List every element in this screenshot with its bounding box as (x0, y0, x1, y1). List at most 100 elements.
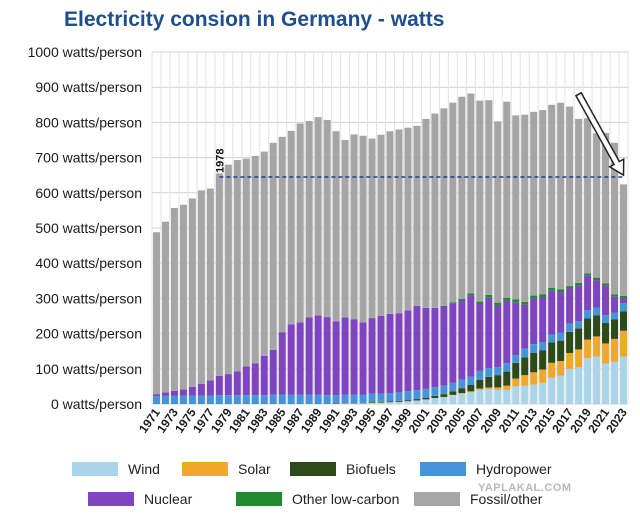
bar-segment-biofuels-2011 (512, 362, 520, 379)
bar-segment-hydropower-1979 (224, 395, 232, 404)
y-tick-label: 1000 watts/person (28, 44, 142, 60)
bar-segment-other-low-carbon-2011 (512, 299, 520, 303)
bar-segment-hydropower-1975 (188, 395, 196, 404)
bar-segment-fossil-other-2011 (512, 115, 520, 300)
bar-segment-nuclear-1980 (233, 371, 241, 396)
bar-segment-wind-2012 (521, 385, 529, 404)
bar-segment-fossil-other-2003 (440, 108, 448, 306)
y-tick-label: 400 watts/person (35, 255, 142, 271)
bar-segment-fossil-other-1986 (287, 130, 295, 325)
bar-segment-other-low-carbon-2005 (458, 298, 466, 301)
bar-segment-biofuels-2010 (503, 371, 511, 386)
bar-segment-hydropower-1981 (242, 395, 250, 404)
legend-swatch-nuclear (88, 492, 134, 506)
bar-segment-nuclear-1983 (260, 355, 268, 396)
bar-segment-biofuels-2002 (431, 395, 439, 399)
bar-segment-other-low-carbon-2014 (539, 294, 547, 297)
bar-segment-fossil-other-1982 (251, 155, 259, 364)
y-tick-label: 700 watts/person (35, 150, 142, 166)
bar-segment-hydropower-2004 (449, 382, 457, 392)
bar-segment-solar-2011 (512, 378, 520, 387)
bar-segment-solar-2010 (503, 385, 511, 390)
bar-segment-wind-2002 (431, 398, 439, 404)
x-axis: 1971197319751977197919811983198519871989… (136, 405, 630, 435)
bar-segment-nuclear-2011 (512, 302, 520, 356)
bar-segment-biofuels-2015 (548, 342, 556, 363)
bar-segment-nuclear-1993 (350, 319, 358, 395)
bar-segment-nuclear-2016 (557, 292, 565, 333)
bar-segment-fossil-other-1985 (278, 136, 286, 333)
bar-segment-solar-2009 (494, 387, 502, 390)
bar-segment-nuclear-2020 (593, 280, 601, 308)
bar-segment-hydropower-1994 (359, 394, 367, 403)
bar-segment-other-low-carbon-2013 (530, 295, 538, 299)
bar-segment-biofuels-2014 (539, 350, 547, 370)
bar-segment-solar-2005 (458, 393, 466, 394)
bar-segment-hydropower-1993 (350, 394, 358, 404)
bar-segment-fossil-other-1992 (341, 140, 349, 318)
bar-segment-fossil-other-2004 (449, 102, 457, 303)
bar-segment-wind-2003 (440, 396, 448, 404)
bar-segment-wind-1995 (368, 402, 376, 404)
bar-segment-biofuels-2017 (566, 331, 574, 353)
bar-segment-hydropower-2011 (512, 355, 520, 363)
bar-segment-other-low-carbon-2020 (593, 277, 601, 281)
bar-segment-other-low-carbon-2022 (611, 294, 619, 297)
bar-segment-hydropower-1996 (377, 393, 385, 402)
bar-segment-nuclear-2001 (422, 307, 430, 389)
bar-segment-solar-2008 (485, 387, 493, 390)
bar-segment-hydropower-1973 (170, 395, 178, 404)
bar-segment-fossil-other-2021 (602, 132, 610, 284)
bar-segment-other-low-carbon-2021 (602, 283, 610, 286)
bar-segment-hydropower-1983 (260, 395, 268, 404)
bar-segment-hydropower-2010 (503, 363, 511, 372)
bar-segment-fossil-other-1990 (323, 119, 331, 318)
bar-segment-biofuels-2004 (449, 391, 457, 395)
bar-segment-fossil-other-2008 (485, 100, 493, 295)
bar-segment-hydropower-2023 (620, 303, 628, 312)
bar-segment-wind-2011 (512, 386, 520, 404)
bar-segment-wind-1999 (404, 401, 412, 404)
bar-segment-nuclear-1986 (287, 324, 295, 395)
bar-segment-solar-2007 (476, 388, 484, 390)
bar-segment-hydropower-1980 (233, 395, 241, 404)
bar-segment-nuclear-1973 (170, 390, 178, 396)
bar-segment-biofuels-2008 (485, 376, 493, 388)
bar-segment-nuclear-1988 (305, 317, 313, 395)
bar-segment-hydropower-2005 (458, 379, 466, 389)
bar-segment-biofuels-1999 (404, 400, 412, 402)
bar-segment-nuclear-1991 (332, 321, 340, 396)
bar-segment-biofuels-1995 (368, 402, 376, 403)
bar-segment-nuclear-2006 (467, 295, 475, 377)
bar-segment-hydropower-2015 (548, 334, 556, 343)
bar-segment-fossil-other-1971 (152, 232, 160, 395)
bar-segment-fossil-other-1991 (332, 131, 340, 322)
legend-swatch-other-low-carbon (236, 492, 282, 506)
bar-segment-nuclear-1998 (395, 313, 403, 393)
bar-segment-nuclear-1976 (197, 383, 205, 396)
bar-segment-wind-2020 (593, 356, 601, 404)
bar-segment-fossil-other-2012 (521, 114, 529, 302)
annotation-layer: 1978 (214, 91, 625, 178)
bar-segment-hydropower-2022 (611, 312, 619, 320)
bar-segment-hydropower-1985 (278, 394, 286, 404)
bar-segment-nuclear-1977 (206, 380, 214, 396)
bar-segment-biofuels-2019 (584, 318, 592, 340)
bar-segment-other-low-carbon-2015 (548, 287, 556, 291)
bar-segment-fossil-other-1999 (404, 127, 412, 311)
bar-segment-nuclear-1982 (251, 363, 259, 396)
bar-segment-fossil-other-1973 (170, 207, 178, 391)
bar-segment-fossil-other-2005 (458, 96, 466, 299)
bar-segment-other-low-carbon-2009 (494, 302, 502, 306)
bar-segment-biofuels-2009 (494, 375, 502, 388)
bar-segment-fossil-other-2019 (584, 118, 592, 274)
bar-segment-fossil-other-2015 (548, 104, 556, 288)
bar-segment-solar-2019 (584, 339, 592, 359)
bar-segment-wind-2013 (530, 384, 538, 404)
bar-segment-biofuels-2023 (620, 311, 628, 331)
bar-segment-nuclear-2013 (530, 298, 538, 345)
bar-segment-hydropower-2007 (476, 370, 484, 380)
bar-segment-hydropower-1982 (251, 395, 259, 404)
bar-segment-solar-2017 (566, 352, 574, 369)
bar-segment-hydropower-1986 (287, 394, 295, 404)
